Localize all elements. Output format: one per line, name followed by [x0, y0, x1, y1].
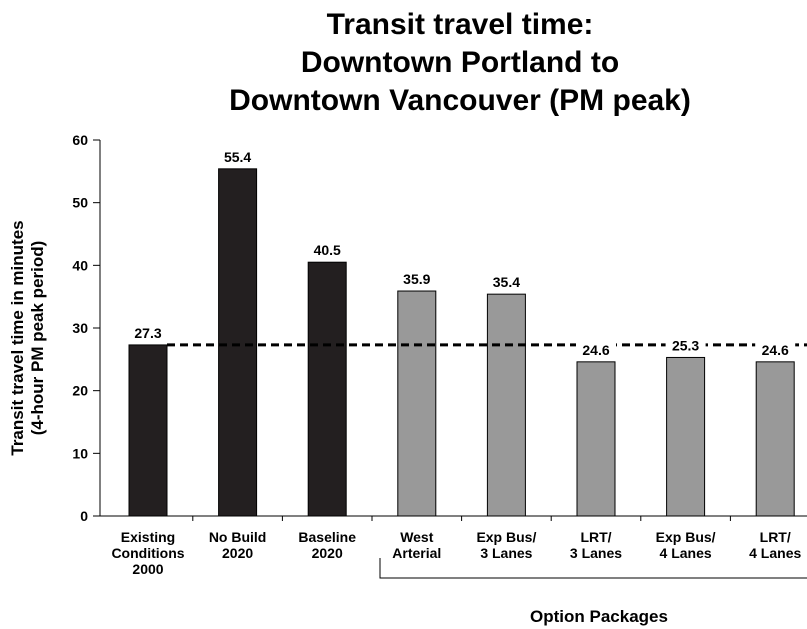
y-tick-label: 40 [72, 257, 88, 273]
x-tick-label: 2020 [222, 545, 253, 561]
y-tick-label: 0 [80, 508, 88, 524]
chart-title: Transit travel time: [327, 8, 594, 41]
x-tick-label: 4 Lanes [660, 545, 712, 561]
value-label: 27.3 [134, 325, 161, 341]
value-label: 55.4 [224, 149, 251, 165]
bar [307, 261, 347, 517]
x-tick-label: LRT/ [760, 529, 791, 545]
value-label: 35.9 [403, 271, 430, 287]
x-tick-label: 2020 [312, 545, 343, 561]
y-tick-label: 50 [72, 195, 88, 211]
x-tick-label: Conditions [111, 545, 184, 561]
group-bracket [379, 558, 807, 579]
x-tick-label: 4 Lanes [749, 545, 801, 561]
label-backing [665, 337, 706, 355]
label-backing [576, 341, 616, 359]
bar [666, 356, 706, 517]
y-tick-label: 10 [72, 445, 88, 461]
group-label: Option Packages [530, 607, 668, 626]
value-label: 40.5 [314, 242, 341, 258]
x-tick-label: 3 Lanes [570, 545, 622, 561]
x-tick-label: 2000 [132, 561, 163, 577]
x-tick-label: 3 Lanes [480, 545, 532, 561]
x-tick-label: LRT/ [580, 529, 611, 545]
x-tick-label: No Build [209, 529, 267, 545]
value-label: 24.6 [582, 342, 609, 358]
y-tick-label: 20 [72, 383, 88, 399]
x-tick-label: Existing [121, 529, 175, 545]
y-tick-label: 30 [72, 320, 88, 336]
value-label: 25.3 [672, 337, 699, 353]
x-tick-label: Baseline [298, 529, 356, 545]
y-axis-label: Transit travel time in minutes [8, 220, 27, 455]
y-axis-label: (4-hour PM peak period) [28, 241, 47, 436]
bar [755, 361, 795, 517]
y-tick-label: 60 [72, 132, 88, 148]
x-tick-label: Exp Bus/ [656, 529, 716, 545]
bar [576, 361, 616, 517]
bar [486, 293, 526, 517]
bar [128, 344, 168, 517]
value-label: 24.6 [762, 342, 789, 358]
chart-title: Downtown Portland to [301, 46, 619, 79]
chart-title: Downtown Vancouver (PM peak) [229, 84, 691, 117]
label-backing [755, 341, 796, 359]
value-label: 35.4 [493, 274, 520, 290]
x-tick-label: Arterial [392, 545, 441, 561]
bar [218, 168, 258, 517]
bar [397, 290, 437, 517]
x-tick-label: West [400, 529, 434, 545]
x-tick-label: Exp Bus/ [476, 529, 536, 545]
